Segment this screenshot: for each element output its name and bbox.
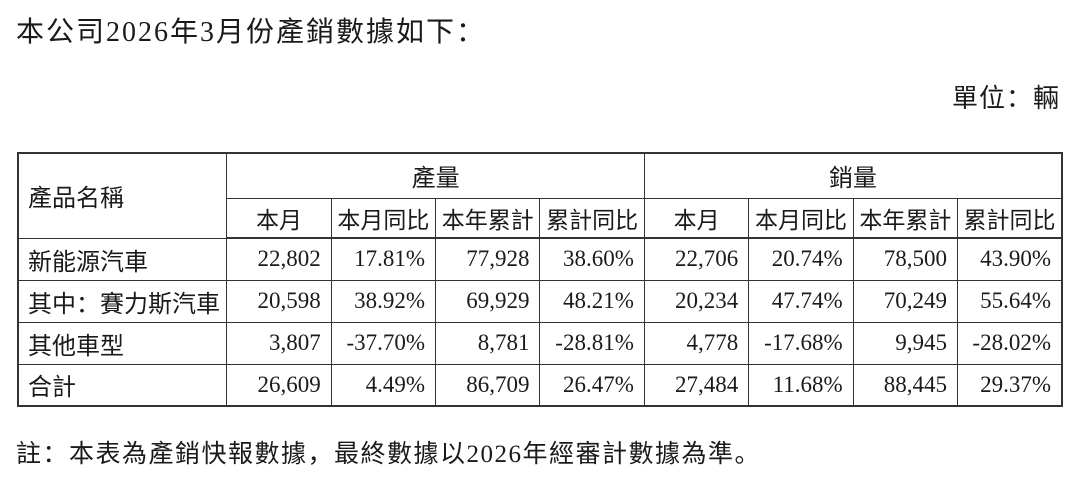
production-subheader-month-yoy: 本月同比	[330, 197, 437, 239]
data-cell: 3,807	[226, 321, 332, 365]
data-cell: 70,249	[852, 279, 959, 323]
data-cell: 43.90%	[957, 237, 1063, 281]
data-cell: 8,781	[435, 321, 541, 365]
data-cell: 26.47%	[539, 363, 645, 407]
data-cell: 17.81%	[330, 237, 437, 281]
unit-label: 單位：輛	[951, 84, 1060, 113]
sales-subheader-ytd-yoy: 累計同比	[957, 197, 1063, 239]
data-cell: 88,445	[852, 363, 959, 407]
data-cell: 27,484	[643, 363, 750, 407]
data-cell: 48.21%	[539, 279, 645, 323]
data-cell: -17.68%	[748, 321, 854, 365]
production-subheader-month: 本月	[226, 197, 332, 239]
data-cell: 78,500	[852, 237, 959, 281]
table-row: 其中：賽力斯汽車 20,598 38.92% 69,929 48.21% 20,…	[17, 279, 1063, 323]
data-cell: 20,234	[643, 279, 750, 323]
data-cell: 55.64%	[957, 279, 1063, 323]
data-cell: 77,928	[435, 237, 541, 281]
table-group-header-row: 產品名稱 產量 銷量	[17, 152, 1063, 239]
data-cell: 86,709	[435, 363, 541, 407]
data-cell: 22,802	[226, 237, 332, 281]
production-group-header: 產量	[226, 152, 645, 199]
sales-subheader-ytd: 本年累計	[852, 197, 959, 239]
product-name-header: 產品名稱	[17, 152, 228, 239]
data-cell: -28.81%	[539, 321, 645, 365]
footnote: 註：本表為產銷快報數據，最終數據以2026年經審計數據為準。	[16, 441, 762, 468]
data-cell: 29.37%	[957, 363, 1063, 407]
table-row: 其他車型 3,807 -37.70% 8,781 -28.81% 4,778 -…	[17, 321, 1063, 365]
production-subheader-ytd: 本年累計	[435, 197, 541, 239]
production-sales-table: 產品名稱 產量 銷量 本月 本月同比 本年累計 累計同比 本月 本月同比 本年累…	[17, 152, 1063, 407]
data-cell: 9,945	[852, 321, 959, 365]
data-cell: 20,598	[226, 279, 332, 323]
sales-subheader-month: 本月	[643, 197, 750, 239]
product-name-cell: 合計	[17, 363, 228, 407]
document-title: 本公司2026年3月份產銷數據如下：	[16, 17, 487, 48]
data-cell: 4.49%	[330, 363, 437, 407]
product-name-cell: 新能源汽車	[17, 237, 228, 281]
data-cell: 4,778	[643, 321, 750, 365]
data-cell: 22,706	[643, 237, 750, 281]
production-subheader-ytd-yoy: 累計同比	[539, 197, 645, 239]
data-cell: -28.02%	[957, 321, 1063, 365]
table-row: 新能源汽車 22,802 17.81% 77,928 38.60% 22,706…	[17, 237, 1063, 281]
table-sub-header-row: 本月 本月同比 本年累計 累計同比 本月 本月同比 本年累計 累計同比	[18, 197, 1063, 239]
data-cell: 26,609	[226, 363, 332, 407]
sales-group-header: 銷量	[643, 152, 1063, 199]
table-row: 合計 26,609 4.49% 86,709 26.47% 27,484 11.…	[17, 363, 1063, 407]
data-cell: 20.74%	[748, 237, 854, 281]
product-name-cell: 其他車型	[17, 321, 228, 365]
data-cell: 69,929	[435, 279, 541, 323]
data-cell: -37.70%	[330, 321, 437, 365]
product-name-cell: 其中：賽力斯汽車	[17, 279, 228, 323]
data-cell: 38.60%	[539, 237, 645, 281]
sales-subheader-month-yoy: 本月同比	[748, 197, 854, 239]
data-cell: 11.68%	[748, 363, 854, 407]
data-cell: 47.74%	[748, 279, 854, 323]
data-cell: 38.92%	[330, 279, 437, 323]
